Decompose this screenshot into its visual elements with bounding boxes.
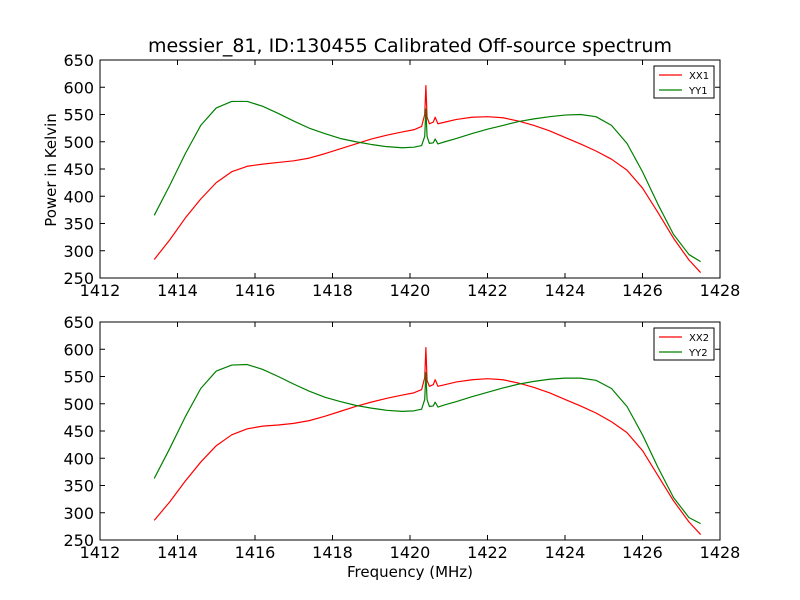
figure-title: messier_81, ID:130455 Calibrated Off-sou…: [148, 35, 672, 57]
top-y-tick-label: 550: [63, 106, 94, 125]
top-y-tick-label: 250: [63, 269, 94, 288]
bottom-x-tick-label: 1412: [80, 543, 121, 562]
bottom-x-tick-label: 1416: [235, 543, 276, 562]
bottom-y-tick-label: 600: [63, 340, 94, 359]
top-x-tick-label: 1416: [235, 281, 276, 300]
bottom-x-tick-label: 1418: [312, 543, 353, 562]
top-y-tick-label: 450: [63, 160, 94, 179]
bottom-plot-panel: 1412 1414 1416 1418 1420 1422 1424 1426 1428 250 3…: [63, 313, 740, 562]
series-line-yy2: [153, 363, 701, 525]
bottom-x-tick-label: 1422: [467, 543, 508, 562]
series-line-yy1: [153, 100, 701, 263]
top-legend-box: [653, 65, 715, 99]
top-x-tick-label: 1428: [700, 281, 741, 300]
top-y-tick-label: 500: [63, 133, 94, 152]
top-plot-panel: 1412 1414 1416 1418 1420 1422 1424 1426 1428 250 3…: [63, 51, 740, 300]
bottom-y-tick-label: 550: [63, 368, 94, 387]
bottom-legend-box: [653, 327, 715, 361]
top-y-tick-label: 650: [63, 51, 94, 70]
legend-label-yy1: YY1: [688, 86, 708, 97]
bottom-y-tick-label: 300: [63, 504, 94, 523]
top-y-tick-label: 600: [63, 78, 94, 97]
y-axis-label: Power in Kelvin: [42, 113, 60, 227]
bottom-x-tick-label: 1426: [622, 543, 663, 562]
bottom-y-tick-label: 500: [63, 395, 94, 414]
series-line-xx1: [153, 85, 702, 273]
bottom-y-tick-label: 650: [63, 313, 94, 332]
bottom-x-tick-label: 1414: [157, 543, 198, 562]
top-y-tick-label: 400: [63, 187, 94, 206]
legend-label-xx1: XX1: [689, 71, 709, 82]
top-x-tick-label: 1422: [467, 281, 508, 300]
top-x-tick-label: 1426: [622, 281, 663, 300]
top-y-tick-label: 350: [63, 215, 94, 234]
series-line-xx2: [153, 347, 702, 535]
x-axis-label: Frequency (MHz): [347, 563, 473, 581]
top-x-tick-label: 1424: [545, 281, 586, 300]
bottom-y-tick-label: 250: [63, 531, 94, 550]
bottom-x-tick-label: 1428: [700, 543, 741, 562]
top-x-tick-label: 1420: [390, 281, 431, 300]
legend-label-yy2: YY2: [688, 348, 708, 359]
top-x-tick-label: 1412: [80, 281, 121, 300]
top-y-tick-label: 300: [63, 242, 94, 261]
bottom-x-tick-label: 1420: [390, 543, 431, 562]
bottom-y-tick-label: 350: [63, 477, 94, 496]
bottom-y-tick-label: 450: [63, 422, 94, 441]
top-x-tick-label: 1418: [312, 281, 353, 300]
top-x-tick-label: 1414: [157, 281, 198, 300]
bottom-x-tick-label: 1424: [545, 543, 586, 562]
legend-label-xx2: XX2: [689, 333, 709, 344]
bottom-y-tick-label: 400: [63, 449, 94, 468]
